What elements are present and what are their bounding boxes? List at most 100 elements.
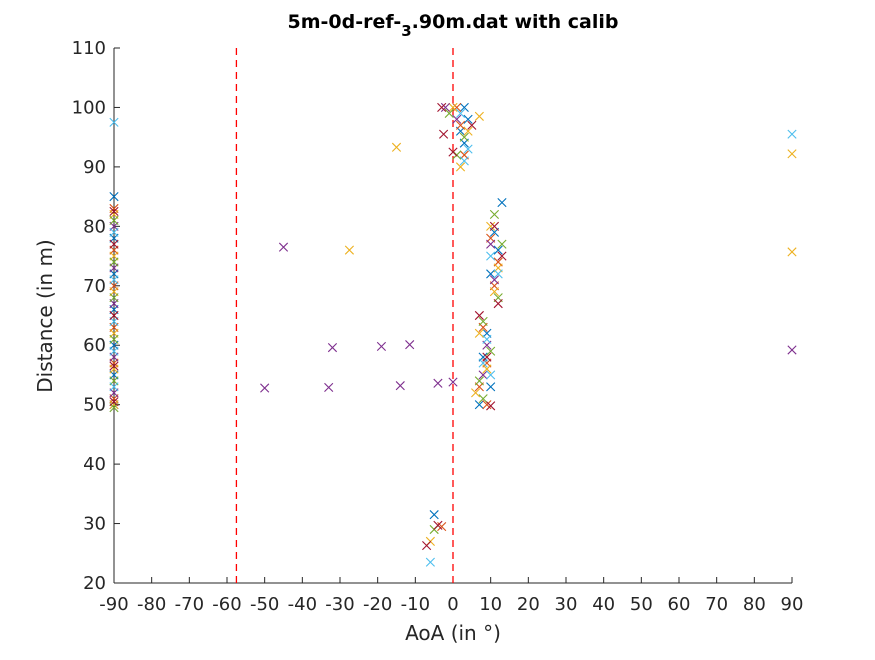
data-point-marker	[452, 102, 462, 113]
data-point-marker	[493, 299, 503, 309]
data-point-marker	[327, 343, 338, 353]
data-point-marker	[455, 162, 466, 172]
data-point-marker	[474, 376, 484, 386]
data-point-marker	[324, 382, 334, 393]
y-tick-label: 70	[83, 276, 106, 297]
x-tick-label: 50	[630, 594, 653, 615]
data-point-marker	[478, 358, 488, 368]
x-tick-label: 10	[479, 594, 502, 615]
data-point-marker	[452, 150, 462, 160]
data-point-marker	[474, 400, 484, 410]
data-point-marker	[109, 215, 119, 225]
data-point-marker	[405, 340, 415, 350]
chart-title-rest: .90m.dat with calib	[412, 11, 619, 33]
data-point-marker	[109, 382, 119, 392]
y-tick-label: 100	[72, 97, 106, 118]
data-point-marker	[489, 209, 500, 220]
data-point-marker	[109, 397, 119, 407]
data-point-marker	[438, 129, 449, 139]
plot-area: -90 -80 -70 -60 -50 -40 -30 -20 -10 0 10 20 30 40 50 60…	[72, 38, 804, 615]
data-point-marker	[493, 269, 503, 279]
data-point-marker	[478, 316, 488, 327]
x-tick-label: -30	[325, 594, 354, 615]
data-point-marker	[395, 381, 405, 391]
data-point-marker	[463, 114, 473, 124]
x-tick-label: 30	[555, 594, 578, 615]
x-tick-label: -70	[175, 594, 204, 615]
data-point-marker	[448, 377, 458, 387]
x-tick-label: 70	[705, 594, 728, 615]
data-point-marker	[497, 251, 507, 261]
data-point-marker	[260, 383, 270, 393]
y-tick-label: 20	[83, 573, 106, 594]
data-point-marker	[425, 557, 435, 567]
x-tick-label: -60	[212, 594, 241, 615]
data-point-marker	[489, 221, 500, 231]
x-tick-label: 0	[447, 594, 458, 615]
data-point-marker	[109, 293, 119, 303]
x-tick-label: -10	[401, 594, 430, 615]
data-point-marker	[109, 346, 119, 356]
data-point-marker	[109, 192, 119, 202]
x-tick-label: 90	[781, 594, 804, 615]
x-axis-label: AoA (in °)	[405, 621, 501, 645]
data-point-marker	[109, 239, 119, 249]
data-point-marker	[448, 147, 458, 157]
data-point-marker	[109, 310, 119, 321]
x-tick-label: -90	[99, 594, 128, 615]
y-axis-label: Distance (in m)	[33, 239, 57, 393]
data-point-marker	[482, 364, 492, 374]
y-tick-label: 90	[83, 157, 106, 178]
data-point-marker	[467, 120, 477, 130]
data-point-marker	[459, 132, 469, 142]
data-point-marker	[787, 247, 797, 257]
data-point-marker	[489, 287, 500, 297]
x-tick-label: -40	[288, 594, 317, 615]
data-point-marker	[486, 239, 496, 249]
data-point-marker	[391, 142, 402, 152]
data-point-marker	[486, 382, 496, 392]
data-point-marker	[489, 275, 500, 285]
data-point-marker	[787, 129, 797, 139]
data-point-marker	[486, 251, 496, 261]
data-point-marker	[109, 364, 119, 374]
data-point-marker	[486, 401, 496, 411]
data-point-marker	[459, 102, 469, 113]
data-point-marker	[452, 114, 462, 124]
x-tick-label: -80	[137, 594, 166, 615]
data-point-marker	[486, 221, 496, 231]
data-point-marker	[422, 540, 432, 551]
data-point-marker	[497, 239, 507, 249]
data-point-marker	[109, 227, 119, 237]
x-tick-label: -20	[363, 594, 392, 615]
data-point-marker	[109, 361, 119, 371]
data-point-marker	[278, 242, 289, 252]
data-point-marker	[376, 341, 387, 351]
data-point-marker	[787, 345, 797, 355]
data-point-marker	[493, 245, 503, 255]
chart-title-subscript: 3	[401, 22, 411, 40]
data-point-marker	[478, 394, 488, 404]
data-point-marker	[455, 120, 466, 130]
data-point-marker	[482, 334, 492, 344]
y-tick-label: 60	[83, 335, 106, 356]
chart-title: 5m-0d-ref-3.90m.dat with calib	[288, 11, 619, 40]
data-point-marker	[459, 156, 469, 166]
data-point-marker	[109, 117, 119, 127]
data-point-marker	[444, 108, 454, 118]
data-point-marker	[486, 346, 496, 356]
x-tick-label: 20	[517, 594, 540, 615]
data-point-marker	[486, 370, 496, 380]
data-point-marker	[109, 400, 119, 410]
data-point-marker	[463, 144, 473, 154]
chart-title-main: 5m-0d-ref-	[288, 11, 402, 33]
data-point-marker	[440, 102, 451, 113]
data-point-marker	[109, 334, 119, 344]
data-point-marker	[455, 108, 466, 118]
data-point-marker	[433, 378, 443, 388]
x-tick-label: 80	[743, 594, 766, 615]
data-point-marker	[429, 510, 439, 520]
x-tick-label: 60	[668, 594, 691, 615]
y-tick-label: 50	[83, 395, 106, 416]
